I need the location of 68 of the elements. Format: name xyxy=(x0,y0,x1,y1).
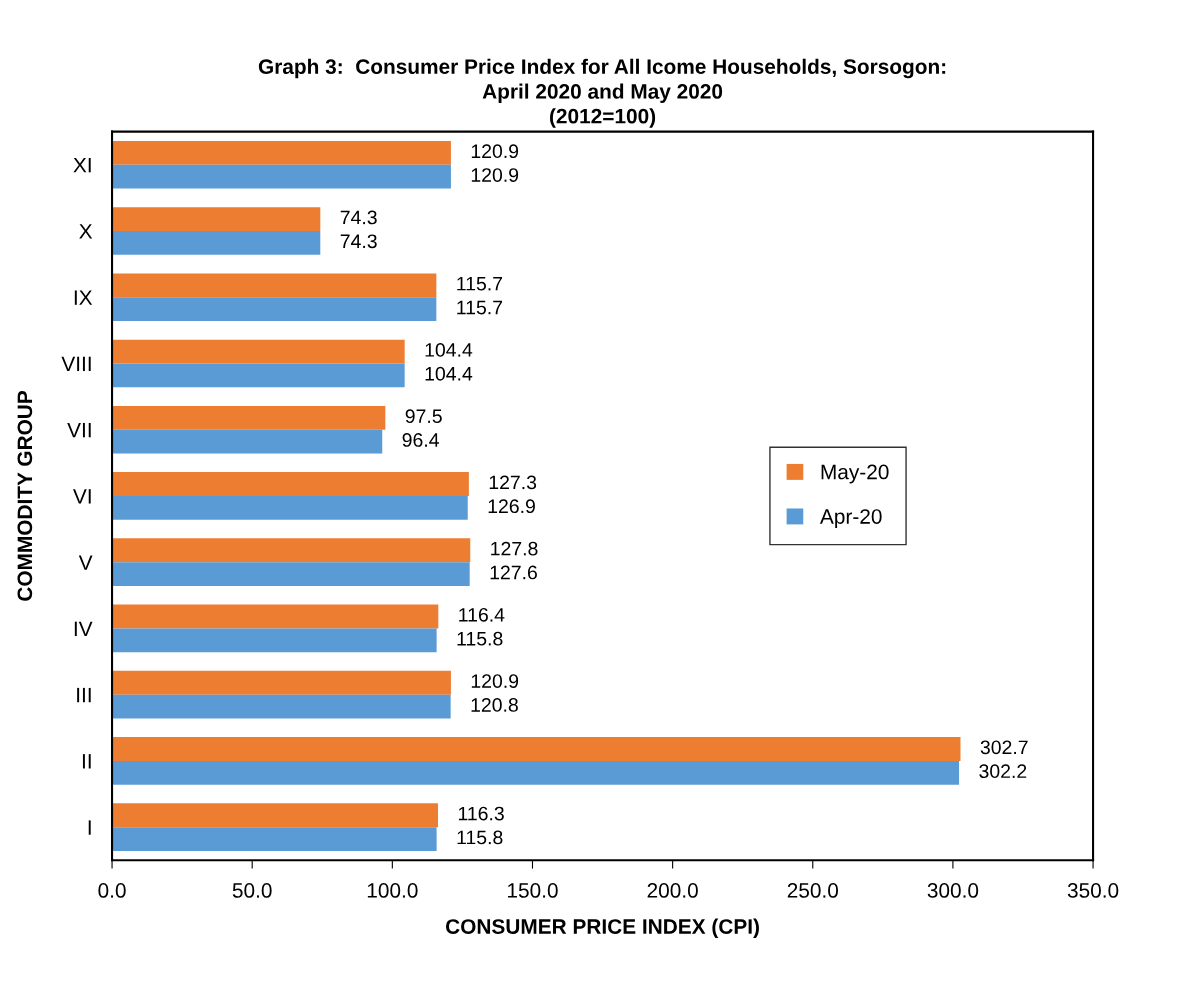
bar xyxy=(112,694,451,719)
bar xyxy=(112,562,470,587)
y-tick-label: V xyxy=(78,555,93,570)
x-tick-label: 250.0 xyxy=(787,883,839,898)
data-label: 115.8 xyxy=(457,631,503,646)
data-label: 120.9 xyxy=(471,168,519,182)
data-label: 120.9 xyxy=(471,144,519,159)
bar xyxy=(112,273,437,298)
bar xyxy=(112,297,437,322)
y-tick-label: X xyxy=(79,224,93,239)
y-axis-title: COMMODITY GROUP xyxy=(17,390,33,601)
data-label: 96.4 xyxy=(402,433,439,447)
data-label: 302.2 xyxy=(979,764,1027,779)
data-label: 104.4 xyxy=(425,343,473,357)
data-label: 116.3 xyxy=(458,806,504,821)
chart-title: Graph 3: Consumer Price Index for All Icome Households, Sorsogon: April 2020 and May 2020 (2012=100) xyxy=(258,58,946,128)
x-tick-label: 0.0 xyxy=(98,883,126,898)
x-tick-label: 50.0 xyxy=(232,883,272,898)
x-tick-label: 150.0 xyxy=(508,883,558,898)
bar xyxy=(112,164,451,189)
bar xyxy=(112,760,960,785)
bar xyxy=(112,803,439,828)
data-label: 120.9 xyxy=(471,674,519,688)
data-label: 115.7 xyxy=(457,300,503,315)
x-tick-label: 350.0 xyxy=(1067,883,1119,898)
bar xyxy=(112,363,405,388)
data-label: 302.7 xyxy=(980,740,1028,755)
legend-label: May-20 xyxy=(821,464,889,484)
x-tick-label: 200.0 xyxy=(647,883,698,898)
y-tick-label: XI xyxy=(73,157,91,173)
bar xyxy=(112,207,321,232)
bar xyxy=(112,827,437,852)
y-tick-label: VII xyxy=(67,422,91,438)
bar xyxy=(112,339,405,364)
data-label: 127.6 xyxy=(490,565,537,580)
bar xyxy=(112,472,469,496)
bar xyxy=(112,231,321,255)
bar xyxy=(112,670,451,695)
data-label: 97.5 xyxy=(405,409,442,424)
y-tick-label: I xyxy=(88,820,91,835)
x-tick-label: 300.0 xyxy=(927,883,979,898)
y-tick-label: IX xyxy=(74,290,93,305)
data-label: 115.8 xyxy=(457,830,503,845)
x-tick-label: 100.0 xyxy=(367,883,418,898)
x-axis-title: CONSUMER PRICE INDEX (CPI) xyxy=(445,918,759,939)
data-label: 115.7 xyxy=(457,276,503,291)
bar xyxy=(112,405,386,430)
bar xyxy=(112,140,451,165)
bar xyxy=(112,604,439,629)
y-tick-label: IV xyxy=(74,621,93,636)
y-tick-label: VI xyxy=(73,489,91,504)
legend-label: Apr-20 xyxy=(819,509,882,528)
bar xyxy=(112,628,437,653)
y-tick-label: II xyxy=(82,754,91,769)
y-tick-label: III xyxy=(77,687,91,703)
bar xyxy=(112,429,383,454)
data-label: 74.3 xyxy=(340,234,377,249)
bar xyxy=(112,737,961,761)
data-label: 104.4 xyxy=(425,366,473,381)
data-label: 74.3 xyxy=(340,210,377,225)
data-label: 126.9 xyxy=(488,499,535,514)
data-label: 116.4 xyxy=(459,607,505,622)
bar xyxy=(112,538,471,563)
bar xyxy=(112,495,468,520)
y-tick-label: VIII xyxy=(61,356,91,372)
data-label: 127.3 xyxy=(489,475,537,490)
data-label: 120.8 xyxy=(471,698,518,712)
data-label: 127.8 xyxy=(491,541,538,556)
